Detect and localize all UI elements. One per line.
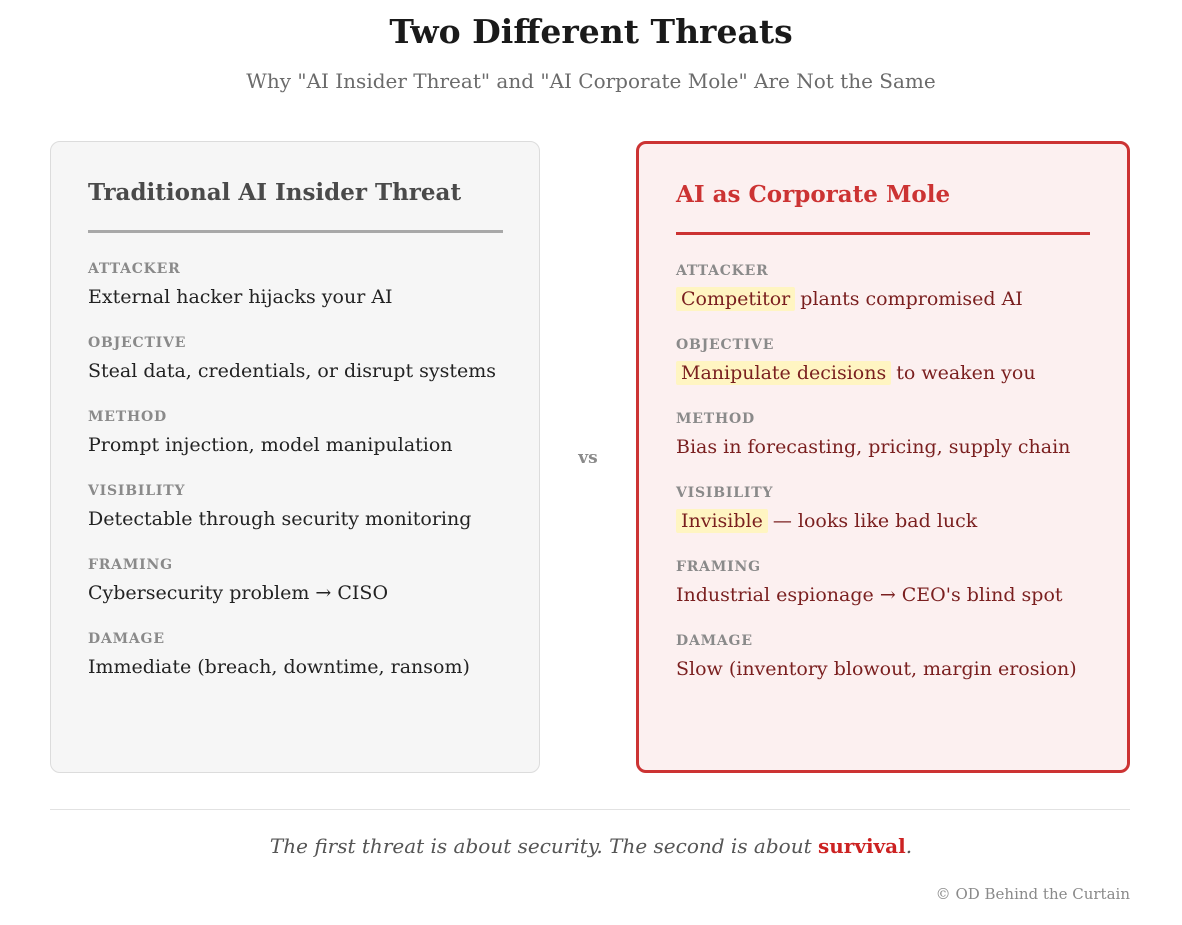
row-label: METHOD [676, 411, 755, 427]
row-value: Steal data, credentials, or disrupt syst… [88, 360, 497, 382]
row-value: Detectable through security monitoring [88, 508, 472, 530]
corporate-mole-card: AI as Corporate Mole ATTACKER Competitor… [636, 141, 1130, 773]
corporate-mole-card-title: AI as Corporate Mole [676, 178, 1090, 235]
highlight-term: Manipulate decisions [676, 361, 892, 385]
highlight-term: Invisible [676, 509, 768, 533]
row-value-text: plants compromised AI [800, 288, 1023, 310]
row-value: Industrial espionage → CEO's blind spot [676, 584, 1063, 606]
mole-visibility-row: VISIBILITY Invisible — looks like bad luc… [676, 483, 1090, 535]
row-label: DAMAGE [88, 631, 165, 647]
traditional-damage-row: DAMAGE Immediate (breach, downtime, rans… [88, 629, 503, 681]
row-value-text: to weaken you [896, 362, 1036, 384]
row-value: External hacker hijacks your AI [88, 286, 393, 308]
traditional-framing-row: FRAMING Cybersecurity problem → CISO [88, 555, 503, 607]
mole-framing-row: FRAMING Industrial espionage → CEO's bli… [676, 557, 1090, 609]
traditional-threat-card: Traditional AI Insider Threat ATTACKER E… [50, 141, 540, 773]
row-value: Invisible — looks like bad luck [676, 507, 1090, 535]
mole-method-row: METHOD Bias in forecasting, pricing, sup… [676, 409, 1090, 461]
row-value-text: — looks like bad luck [772, 510, 978, 532]
tagline: The first threat is about security. The … [0, 831, 1182, 861]
traditional-attacker-row: ATTACKER External hacker hijacks your AI [88, 259, 503, 311]
mole-damage-row: DAMAGE Slow (inventory blowout, margin e… [676, 631, 1090, 683]
traditional-visibility-row: VISIBILITY Detectable through security m… [88, 481, 503, 533]
page-subtitle: Why "AI Insider Threat" and "AI Corporat… [246, 69, 936, 93]
row-label: OBJECTIVE [88, 335, 187, 351]
row-value: Competitor plants compromised AI [676, 285, 1090, 313]
row-label: ATTACKER [676, 263, 769, 279]
traditional-objective-row: OBJECTIVE Steal data, credentials, or di… [88, 333, 503, 385]
tagline-text: The first threat is about security. The … [269, 834, 812, 858]
row-value: Prompt injection, model manipulation [88, 434, 453, 456]
row-value: Slow (inventory blowout, margin erosion) [676, 658, 1077, 680]
copyright-footer: © OD Behind the Curtain [935, 885, 1130, 903]
section-divider [50, 809, 1130, 810]
row-label: VISIBILITY [88, 483, 186, 499]
row-label: METHOD [88, 409, 167, 425]
row-label: VISIBILITY [676, 485, 774, 501]
row-label: ATTACKER [88, 261, 181, 277]
tagline-period: . [905, 834, 913, 858]
traditional-threat-card-title: Traditional AI Insider Threat [88, 176, 503, 233]
row-value: Manipulate decisions to weaken you [676, 359, 1090, 387]
traditional-method-row: METHOD Prompt injection, model manipulat… [88, 407, 503, 459]
row-label: FRAMING [88, 557, 173, 573]
page-title: Two Different Threats [389, 12, 793, 51]
row-value: Cybersecurity problem → CISO [88, 582, 389, 604]
mole-attacker-row: ATTACKER Competitor plants compromised AI [676, 261, 1090, 313]
mole-objective-row: OBJECTIVE Manipulate decisions to weaken … [676, 335, 1090, 387]
row-label: DAMAGE [676, 633, 753, 649]
vs-label: vs [578, 448, 598, 468]
row-label: OBJECTIVE [676, 337, 775, 353]
highlight-term: Competitor [676, 287, 796, 311]
tagline-emphasis: survival [817, 834, 906, 858]
row-value: Bias in forecasting, pricing, supply cha… [676, 436, 1071, 458]
row-value: Immediate (breach, downtime, ransom) [88, 656, 470, 678]
row-label: FRAMING [676, 559, 761, 575]
